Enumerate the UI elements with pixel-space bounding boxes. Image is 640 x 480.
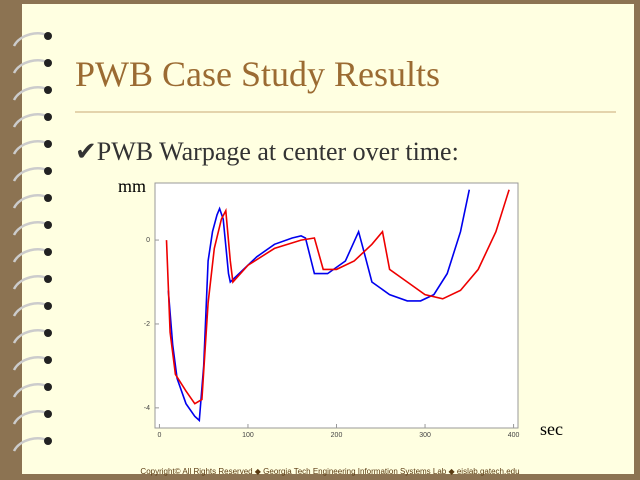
slide-title: PWB Case Study Results xyxy=(75,54,440,94)
y-axis-label: mm xyxy=(118,176,146,196)
x-axis-label: sec xyxy=(540,419,563,439)
y-tick-label: -4 xyxy=(144,405,150,412)
x-tick-label: 300 xyxy=(419,432,431,439)
bullet: ✔PWB Warpage at center over time: xyxy=(75,137,459,166)
x-tick-label: 400 xyxy=(508,432,520,439)
spiral-hole xyxy=(44,221,52,229)
x-tick-label: 0 xyxy=(157,432,161,439)
x-tick-label: 200 xyxy=(331,432,343,439)
footer: Copyright© All Rights Reserved ◆ Georgia… xyxy=(140,467,519,476)
spiral-hole xyxy=(44,140,52,148)
series-line xyxy=(167,189,471,423)
spiral-hole xyxy=(44,329,52,337)
x-tick-label: 100 xyxy=(242,432,254,439)
series-line xyxy=(165,189,510,405)
plot-area xyxy=(154,182,519,429)
spiral-hole xyxy=(44,167,52,175)
spiral-hole xyxy=(44,32,52,40)
spiral-hole xyxy=(44,275,52,283)
spiral-hole xyxy=(44,194,52,202)
spiral-hole xyxy=(44,356,52,364)
spiral-hole xyxy=(44,59,52,67)
spiral-hole xyxy=(44,383,52,391)
spiral-hole xyxy=(44,86,52,94)
spiral-binding xyxy=(12,32,52,452)
y-tick-label: 0 xyxy=(146,237,150,244)
spiral-hole xyxy=(44,410,52,418)
spiral-hole xyxy=(44,437,52,445)
spiral-hole xyxy=(44,113,52,121)
y-tick-label: -2 xyxy=(144,321,150,328)
spiral-hole xyxy=(44,302,52,310)
spiral-hole xyxy=(44,248,52,256)
